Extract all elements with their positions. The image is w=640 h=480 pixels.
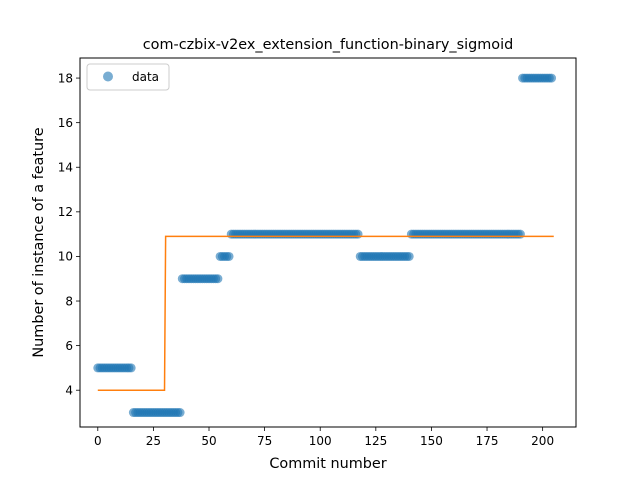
y-tick-label: 8 xyxy=(65,294,73,308)
chart-title: com-czbix-v2ex_extension_function-binary… xyxy=(143,37,513,53)
data-point xyxy=(213,274,223,284)
y-axis: 4 6 8 10 12 14 16 18 xyxy=(58,71,80,398)
x-tick-label: 175 xyxy=(476,434,499,448)
x-tick-label: 125 xyxy=(364,434,387,448)
x-tick-label: 150 xyxy=(420,434,443,448)
x-tick-label: 100 xyxy=(309,434,332,448)
y-tick-label: 14 xyxy=(58,161,73,175)
data-point xyxy=(224,251,234,261)
x-tick-label: 200 xyxy=(531,434,554,448)
axes-frame xyxy=(79,57,577,428)
y-tick-label: 16 xyxy=(58,116,73,130)
data-point xyxy=(547,73,557,83)
y-tick-label: 10 xyxy=(58,250,73,264)
legend-label-data: data xyxy=(132,70,159,84)
y-tick-label: 12 xyxy=(58,205,73,219)
x-tick-label: 25 xyxy=(146,434,161,448)
y-axis-label: Number of instance of a feature xyxy=(31,127,47,357)
data-point xyxy=(515,229,525,239)
x-axis-label: Commit number xyxy=(269,456,386,472)
data-point xyxy=(404,251,414,261)
y-tick-label: 4 xyxy=(65,384,73,398)
fit-line-layer xyxy=(97,235,554,391)
x-axis: 0 25 50 75 100 125 150 175 200 xyxy=(94,427,554,448)
legend: data xyxy=(86,63,170,91)
fit-line xyxy=(97,235,554,391)
y-tick-label: 18 xyxy=(58,71,73,85)
x-tick-label: 0 xyxy=(94,434,102,448)
data-point xyxy=(353,229,363,239)
legend-marker xyxy=(103,71,113,82)
data-point xyxy=(175,408,185,418)
x-tick-label: 75 xyxy=(257,434,272,448)
x-tick-label: 50 xyxy=(201,434,216,448)
y-tick-label: 6 xyxy=(65,339,73,353)
data-point xyxy=(126,363,136,373)
legend-box xyxy=(86,63,170,91)
